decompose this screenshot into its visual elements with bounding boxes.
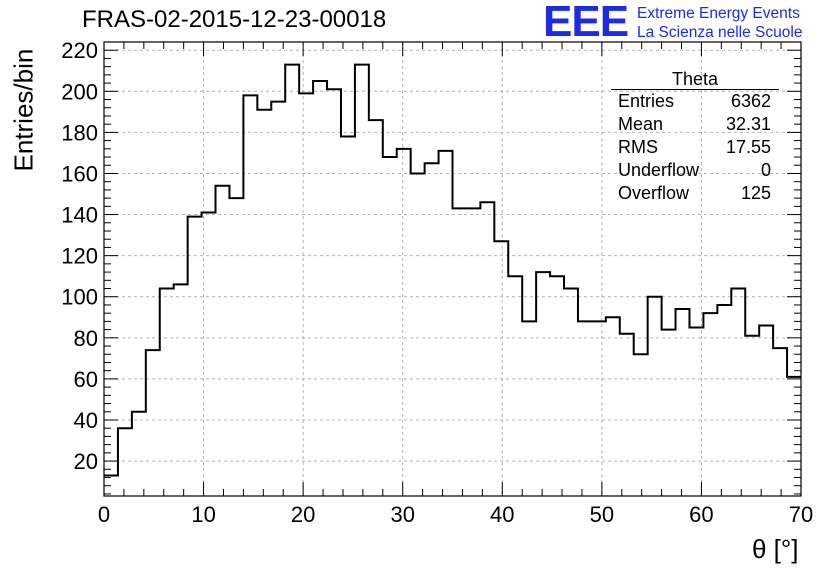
y-tick-label: 120: [61, 244, 98, 269]
x-tick-label: 10: [191, 502, 215, 527]
histogram-bin: [759, 325, 773, 496]
histogram-bin: [592, 321, 606, 496]
histogram-bin: [564, 289, 578, 496]
histogram-bin: [327, 89, 341, 496]
histogram-bin: [494, 241, 508, 496]
histogram-bin: [466, 208, 480, 496]
histogram-bin: [620, 334, 634, 496]
x-tick-label: 40: [490, 502, 514, 527]
histogram-bin: [271, 102, 285, 496]
stats-value: 0: [760, 160, 771, 180]
histogram-bin: [285, 65, 299, 496]
histogram-bin: [202, 213, 216, 496]
y-tick-label: 40: [74, 408, 98, 433]
histogram-bin: [522, 321, 536, 496]
y-tick-label: 100: [61, 285, 98, 310]
histogram-bin: [146, 350, 160, 496]
stats-row-overflow: Overflow 125: [611, 182, 779, 205]
histogram-bin: [341, 136, 355, 496]
stats-value: 32.31: [725, 114, 771, 134]
histogram-bin: [425, 163, 439, 496]
histogram-bin: [731, 289, 745, 496]
stats-label: RMS: [618, 137, 658, 157]
stats-row-underflow: Underflow 0: [611, 159, 779, 182]
histogram-bin: [578, 321, 592, 496]
histogram-bin: [104, 475, 118, 496]
stats-value: 6362: [730, 91, 771, 111]
stats-value: 17.55: [725, 137, 771, 157]
y-tick-label: 60: [74, 367, 98, 392]
histogram-bin: [662, 330, 676, 496]
eee-logo-text: Extreme Energy Events La Scienza nelle S…: [637, 4, 802, 42]
stats-label: Entries: [618, 91, 675, 111]
x-axis-label: θ [°]: [752, 534, 799, 564]
histogram-bin: [550, 276, 564, 496]
histogram-bin: [174, 284, 188, 496]
histogram-bin: [299, 93, 313, 496]
y-tick-label: 180: [61, 120, 98, 145]
plot-frame: [103, 41, 802, 497]
x-tick-label: 30: [390, 502, 414, 527]
eee-logo: EEE: [543, 0, 629, 46]
histogram-bin: [132, 412, 146, 496]
y-axis-label: Entries/bin: [8, 48, 39, 172]
histogram-bin: [717, 305, 731, 496]
y-tick-label: 160: [61, 161, 98, 186]
histogram-bin: [536, 272, 550, 496]
x-tick-label: 50: [590, 502, 614, 527]
histogram-bin: [383, 157, 397, 496]
histogram-bin: [243, 95, 257, 496]
histogram-bin: [411, 173, 425, 496]
y-tick-label: 200: [61, 79, 98, 104]
histogram-bin: [439, 151, 453, 496]
stats-label: Overflow: [618, 183, 690, 203]
histogram-bin: [676, 309, 690, 496]
stats-label: Underflow: [618, 160, 700, 180]
histogram-bin: [787, 377, 801, 496]
histogram-bin: [648, 297, 662, 496]
x-tick-label: 0: [98, 502, 110, 527]
stats-box: Theta Entries 6362 Mean 32.31 RMS 17.55 …: [611, 69, 779, 205]
y-tick-label: 20: [74, 449, 98, 474]
logo-line-2: La Scienza nelle Scuole: [637, 24, 803, 41]
histogram-bin: [634, 354, 648, 496]
histogram-bin: [745, 336, 759, 496]
y-tick-label: 80: [74, 326, 98, 351]
histogram-bin: [689, 328, 703, 496]
stats-row-entries: Entries 6362: [611, 90, 779, 113]
histogram-bin: [118, 428, 132, 496]
histogram-series: [104, 63, 801, 477]
stats-label: Mean: [618, 114, 664, 134]
histogram-bin: [188, 217, 202, 496]
x-tick-label: 70: [789, 502, 813, 527]
histogram-bin: [160, 289, 174, 496]
x-tick-label: 60: [689, 502, 713, 527]
histogram-bin: [257, 110, 271, 496]
histogram-bin: [508, 276, 522, 496]
y-tick-label: 140: [61, 203, 98, 228]
stats-row-rms: RMS 17.55: [611, 136, 779, 159]
y-tick-label: 220: [61, 38, 98, 63]
histogram-bin: [355, 65, 369, 496]
stats-row-mean: Mean 32.31: [611, 113, 779, 136]
histogram-bin: [229, 198, 243, 496]
stats-title: Theta: [611, 69, 779, 90]
histogram-bin: [397, 149, 411, 496]
histogram-bin: [453, 208, 467, 496]
chart-title: FRAS-02-2015-12-23-00018: [82, 6, 387, 33]
histogram-bin: [216, 186, 230, 496]
logo-line-1: Extreme Energy Events: [637, 5, 800, 22]
histogram-bin: [313, 81, 327, 496]
stats-value: 125: [740, 183, 771, 203]
histogram-bin: [369, 120, 383, 496]
histogram-bin: [773, 348, 787, 496]
histogram-bin: [703, 313, 717, 496]
x-tick-label: 20: [291, 502, 315, 527]
histogram-bin: [480, 202, 494, 496]
histogram-bin: [606, 317, 620, 496]
